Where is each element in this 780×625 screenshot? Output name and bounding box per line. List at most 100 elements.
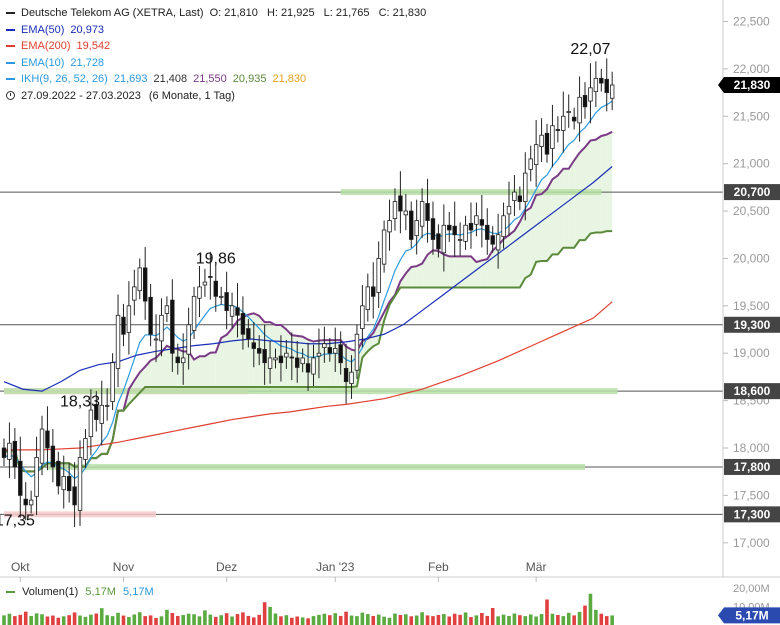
- candle-body[interactable]: [284, 352, 289, 358]
- candle-body[interactable]: [56, 460, 61, 487]
- candle-body[interactable]: [175, 356, 180, 364]
- candle-body[interactable]: [83, 438, 88, 460]
- candle-body[interactable]: [533, 144, 539, 165]
- candle-body[interactable]: [45, 430, 50, 449]
- candle-body[interactable]: [409, 210, 414, 240]
- candle-body[interactable]: [365, 286, 371, 311]
- legend-ema200-row[interactable]: EMA(200) 19,542: [6, 38, 426, 55]
- candle-body[interactable]: [485, 224, 490, 240]
- candle-body[interactable]: [333, 348, 338, 354]
- candle-body[interactable]: [186, 324, 191, 355]
- candle-body[interactable]: [354, 333, 360, 371]
- candle-body[interactable]: [202, 281, 208, 286]
- candle-body[interactable]: [425, 203, 430, 221]
- candle-body[interactable]: [115, 314, 121, 369]
- candle-body[interactable]: [295, 357, 300, 368]
- candle-body[interactable]: [213, 280, 218, 297]
- candle-body[interactable]: [392, 201, 398, 220]
- candle-body[interactable]: [229, 305, 235, 317]
- candle-body[interactable]: [474, 215, 479, 225]
- candle-body[interactable]: [398, 195, 403, 212]
- candle-body[interactable]: [604, 78, 609, 93]
- candle-body[interactable]: [599, 77, 604, 84]
- candle-body[interactable]: [278, 355, 284, 364]
- candle-body[interactable]: [571, 116, 577, 122]
- candle-body[interactable]: [104, 404, 110, 407]
- candle-body[interactable]: [191, 295, 197, 331]
- candle-body[interactable]: [555, 129, 561, 131]
- candle-body[interactable]: [430, 218, 436, 240]
- candle-body[interactable]: [218, 295, 224, 298]
- candle-body[interactable]: [539, 134, 544, 147]
- candle-body[interactable]: [360, 305, 365, 329]
- candle-body[interactable]: [137, 267, 142, 292]
- candle-body[interactable]: [246, 328, 251, 340]
- candle-body[interactable]: [153, 338, 159, 341]
- candle-body[interactable]: [77, 457, 83, 511]
- candle-body[interactable]: [28, 499, 34, 506]
- candle-body[interactable]: [457, 239, 463, 241]
- legend-ema50-row[interactable]: EMA(50) 20,973: [6, 22, 426, 39]
- candle-body[interactable]: [517, 195, 523, 202]
- candle-body[interactable]: [50, 445, 56, 468]
- candle-body[interactable]: [289, 356, 294, 359]
- candle-body[interactable]: [99, 404, 104, 424]
- candle-body[interactable]: [582, 95, 588, 108]
- candle-body[interactable]: [387, 220, 392, 233]
- candle-body[interactable]: [550, 125, 555, 149]
- candle-body[interactable]: [142, 267, 148, 302]
- candle-body[interactable]: [490, 235, 495, 245]
- candle-body[interactable]: [197, 286, 202, 299]
- candle-body[interactable]: [262, 349, 267, 364]
- candle-body[interactable]: [447, 224, 452, 231]
- candle-body[interactable]: [371, 286, 376, 297]
- candle-body[interactable]: [419, 201, 425, 227]
- candle-body[interactable]: [349, 371, 354, 384]
- candle-body[interactable]: [88, 409, 94, 438]
- candle-body[interactable]: [305, 363, 311, 373]
- candle-body[interactable]: [240, 313, 246, 335]
- candle-body[interactable]: [506, 205, 512, 215]
- candle-body[interactable]: [39, 428, 45, 464]
- candle-body[interactable]: [7, 442, 12, 460]
- candle-body[interactable]: [452, 225, 457, 236]
- candle-body[interactable]: [23, 498, 28, 506]
- candle-body[interactable]: [94, 403, 99, 420]
- candle-body[interactable]: [577, 96, 582, 124]
- candle-body[interactable]: [61, 476, 66, 491]
- candle-body[interactable]: [338, 344, 343, 364]
- candle-body[interactable]: [468, 222, 474, 231]
- candle-body[interactable]: [273, 357, 278, 361]
- candle-body[interactable]: [528, 158, 533, 170]
- candle-body[interactable]: [403, 210, 409, 216]
- candle-body[interactable]: [343, 367, 349, 383]
- candle-body[interactable]: [523, 172, 528, 202]
- candle-body[interactable]: [609, 84, 615, 99]
- candle-body[interactable]: [121, 316, 126, 335]
- candle-body[interactable]: [566, 111, 571, 113]
- candle-body[interactable]: [588, 87, 593, 102]
- candle-body[interactable]: [544, 132, 550, 155]
- candle-body[interactable]: [72, 486, 77, 506]
- candle-body[interactable]: [132, 286, 137, 301]
- candle-body[interactable]: [463, 224, 468, 242]
- candle-body[interactable]: [512, 191, 517, 202]
- candle-body[interactable]: [593, 77, 599, 93]
- candle-body[interactable]: [148, 296, 153, 335]
- candle-body[interactable]: [66, 476, 72, 492]
- candle-body[interactable]: [381, 229, 387, 265]
- candle-body[interactable]: [159, 314, 164, 342]
- candle-body[interactable]: [300, 357, 305, 365]
- candle-body[interactable]: [316, 352, 322, 357]
- candle-body[interactable]: [224, 292, 229, 311]
- candle-body[interactable]: [235, 307, 240, 316]
- candle-body[interactable]: [322, 343, 327, 348]
- candle-body[interactable]: [208, 276, 213, 278]
- candle-body[interactable]: [561, 115, 566, 131]
- candle-body[interactable]: [267, 357, 273, 369]
- candle-body[interactable]: [376, 258, 381, 293]
- legend-ema10-row[interactable]: EMA(10) 21,728: [6, 55, 426, 72]
- candle-body[interactable]: [164, 305, 170, 314]
- candle-body[interactable]: [34, 457, 39, 497]
